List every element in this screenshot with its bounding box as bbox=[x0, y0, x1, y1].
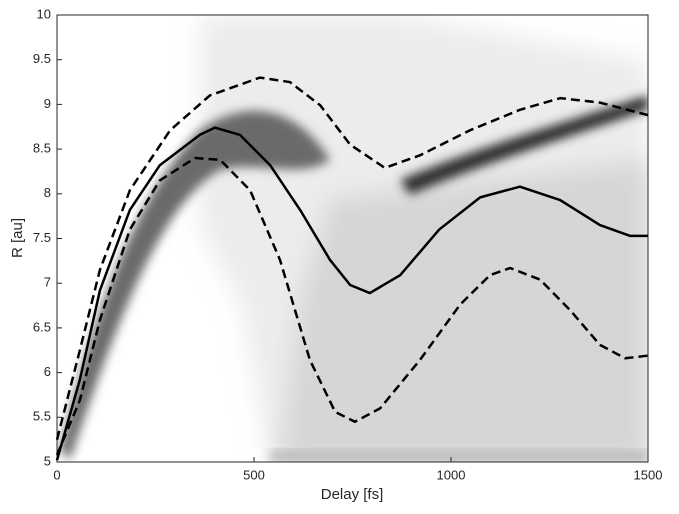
y-tick-label: 6 bbox=[44, 364, 51, 379]
y-tick-label: 9.5 bbox=[33, 51, 51, 66]
x-tick-label: 1000 bbox=[437, 467, 466, 482]
x-axis-label: Delay [fs] bbox=[321, 486, 384, 503]
y-tick-label: 5 bbox=[44, 453, 51, 468]
y-tick-label: 8 bbox=[44, 185, 51, 200]
y-tick-label: 7 bbox=[44, 275, 51, 290]
data-line bbox=[55, 126, 648, 461]
density-background bbox=[60, 15, 648, 462]
x-tick-label: 0 bbox=[53, 467, 60, 482]
y-tick-label: 10 bbox=[37, 6, 51, 21]
y-tick-label: 7.5 bbox=[33, 230, 51, 245]
x-tick-label: 500 bbox=[243, 467, 265, 482]
y-tick-label: 9 bbox=[44, 96, 51, 111]
data-line bbox=[55, 76, 649, 440]
y-axis-label: R [au] bbox=[9, 218, 26, 258]
data-line bbox=[55, 156, 649, 456]
y-tick-label: 6.5 bbox=[33, 319, 51, 334]
x-tick-label: 1500 bbox=[634, 467, 663, 482]
y-tick-label: 8.5 bbox=[33, 141, 51, 156]
y-tick-label: 5.5 bbox=[33, 409, 51, 424]
